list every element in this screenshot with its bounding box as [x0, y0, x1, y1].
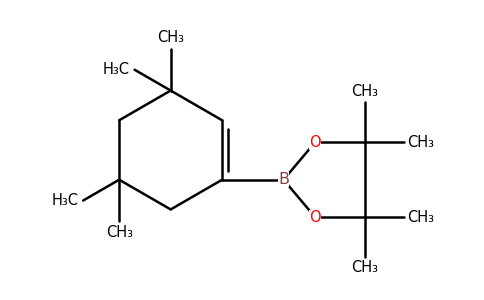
Text: CH₃: CH₃	[408, 135, 435, 150]
Text: CH₃: CH₃	[408, 210, 435, 225]
Text: O: O	[309, 210, 321, 225]
Text: CH₃: CH₃	[351, 260, 378, 275]
Text: B: B	[278, 172, 289, 187]
Text: CH₃: CH₃	[351, 85, 378, 100]
Text: CH₃: CH₃	[106, 225, 133, 240]
Text: H₃C: H₃C	[103, 62, 130, 77]
Text: CH₃: CH₃	[157, 30, 184, 45]
Text: H₃C: H₃C	[51, 193, 78, 208]
Text: O: O	[309, 135, 321, 150]
